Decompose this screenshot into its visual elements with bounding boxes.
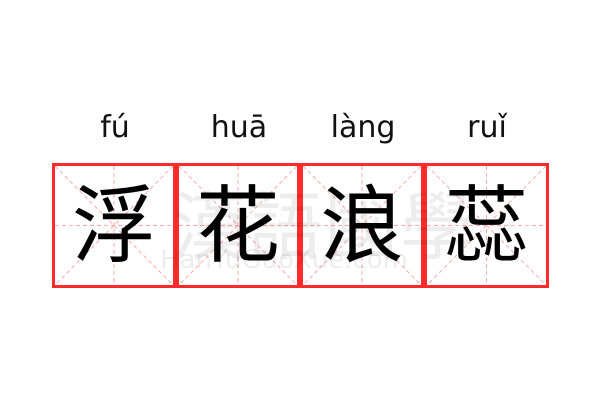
- character: 蕊: [444, 176, 529, 275]
- char-box-3: 浪: [300, 163, 424, 288]
- grid-guides: [303, 166, 421, 285]
- char-box-1: 浮: [52, 163, 176, 288]
- pinyin-3: làng: [330, 110, 396, 145]
- character: 花: [195, 176, 280, 275]
- grid-guides: [427, 166, 546, 285]
- char-box-4: 蕊: [424, 163, 549, 288]
- pinyin-2: huā: [210, 110, 268, 145]
- pinyin-1: fú: [100, 110, 130, 145]
- char-box-2: 花: [176, 163, 300, 288]
- character: 浪: [319, 176, 404, 275]
- character: 浮: [71, 176, 156, 275]
- grid-guides: [179, 166, 297, 285]
- grid-guides: [55, 166, 173, 285]
- pinyin-4: ruǐ: [467, 110, 507, 145]
